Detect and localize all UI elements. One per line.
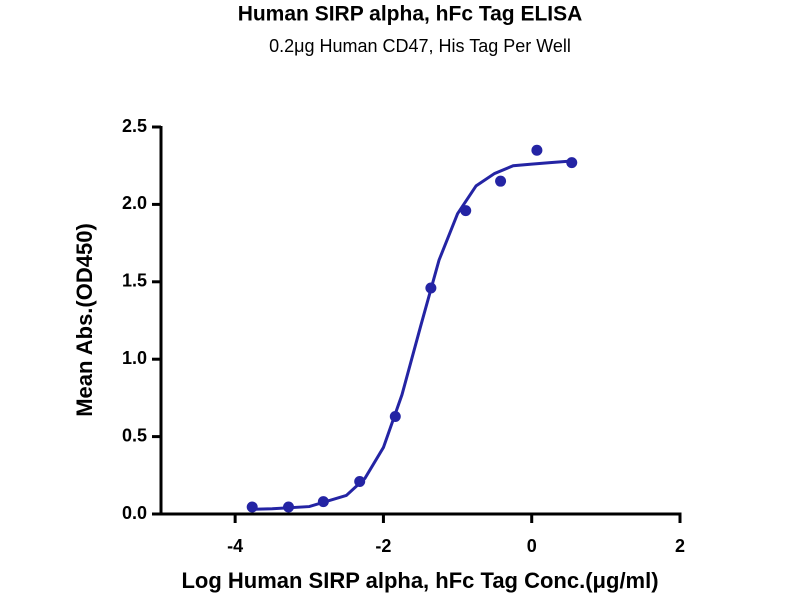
y-tick-label: 2.0 [122,193,147,213]
data-point [425,282,437,294]
x-tick-label: 0 [527,536,537,556]
data-point [460,205,472,217]
y-tick-label: 0.0 [122,503,147,523]
data-point [566,157,578,169]
y-tick-label: 1.5 [122,271,147,291]
y-tick-label: 1.0 [122,348,147,368]
chart-title: Human SIRP alpha, hFc Tag ELISA [238,3,583,26]
data-point [283,501,295,513]
x-tick-label: 2 [675,536,685,556]
chart-subtitle: 0.2μg Human CD47, His Tag Per Well [269,36,571,56]
data-point [317,496,329,508]
y-tick-label: 2.5 [122,116,147,136]
x-axis-label: Log Human SIRP alpha, hFc Tag Conc.(μg/m… [181,568,658,593]
y-tick-label: 0.5 [122,425,147,445]
fit-curve [252,159,572,511]
data-point [246,501,258,513]
x-tick-label: -2 [375,536,391,556]
data-point [354,475,366,487]
data-point [495,175,507,187]
data-point [531,144,543,156]
data-point [389,410,401,422]
x-tick-label: -4 [227,536,243,556]
y-axis-label: Mean Abs.(OD450) [72,223,97,417]
